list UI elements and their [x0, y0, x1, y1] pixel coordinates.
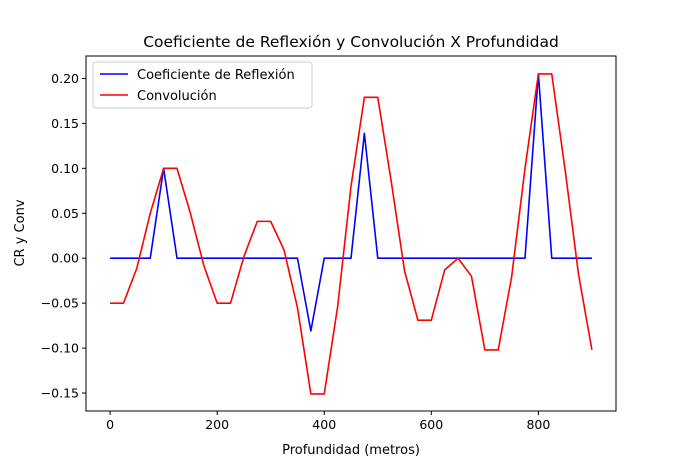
x-tick-label: 0	[106, 417, 114, 432]
x-tick-label: 200	[205, 417, 229, 432]
y-axis-ticks: −0.15 −0.10 −0.05 0.00 0.05 0.10 0.15 0.20	[41, 71, 86, 401]
series-layer	[110, 73, 593, 395]
x-axis-ticks: 0 200 400 600 800	[106, 411, 550, 432]
series-line-convolucion	[110, 73, 593, 395]
y-tick-label: 0.00	[51, 251, 79, 266]
legend-box	[92, 61, 313, 109]
x-tick-label: 800	[526, 417, 550, 432]
y-tick-label: 0.15	[51, 116, 79, 131]
plot-area	[86, 56, 616, 411]
legend: Coeficiente de Reflexión Convolución	[92, 61, 313, 109]
y-tick-label: 0.10	[51, 161, 79, 176]
x-tick-label: 600	[419, 417, 443, 432]
y-tick-label: −0.10	[41, 341, 79, 356]
legend-label-convolucion: Convolución	[137, 89, 217, 104]
axes-frame	[85, 55, 617, 412]
legend-label-reflexion: Coeficiente de Reflexión	[137, 68, 295, 83]
x-axis-label: Profundidad (metros)	[282, 443, 420, 458]
x-tick-label: 400	[312, 417, 336, 432]
y-tick-label: 0.05	[51, 206, 79, 221]
y-axis-label: CR y Conv	[13, 199, 28, 266]
y-tick-label: 0.20	[51, 71, 79, 86]
series-line-reflexion	[110, 73, 592, 332]
y-tick-label: −0.05	[41, 296, 79, 311]
chart-title: Coeficiente de Reflexión y Convolución X…	[143, 33, 559, 51]
y-tick-label: −0.15	[41, 386, 79, 401]
